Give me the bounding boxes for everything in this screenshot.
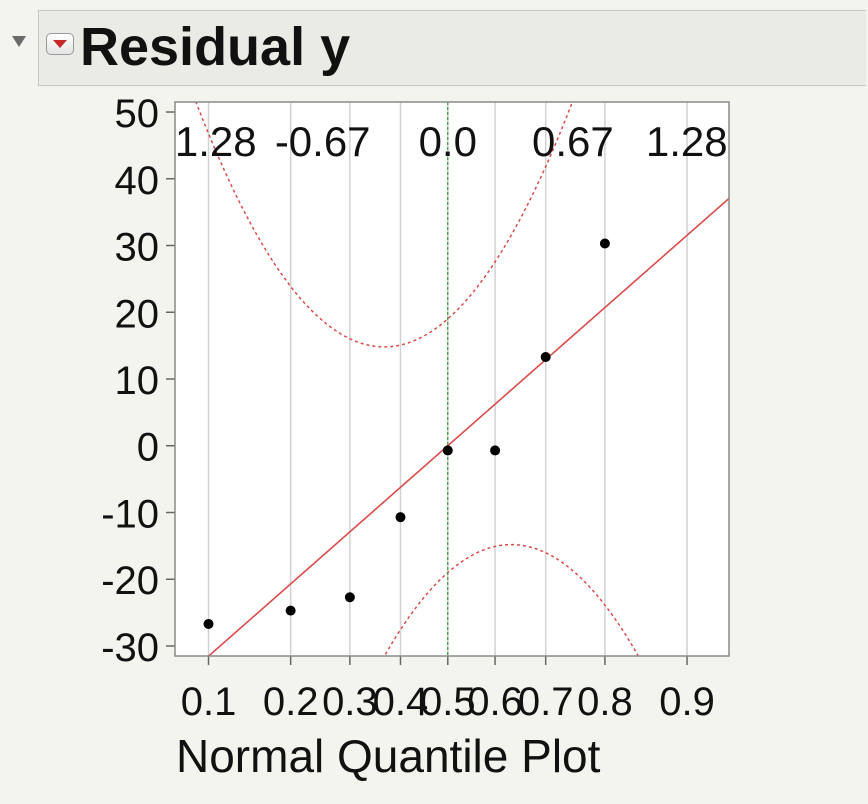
top-quantile-label: 0.0 <box>419 118 477 165</box>
x-tick-label: 0.2 <box>263 680 319 724</box>
data-point <box>344 592 355 603</box>
x-tick-label: 0.8 <box>577 680 633 724</box>
data-point <box>285 605 296 616</box>
x-tick-label: 0.5 <box>420 680 476 724</box>
x-tick-label: 0.7 <box>518 680 574 724</box>
x-axis: 0.1 0.2 0.30.40.50.60.7 0.8 0.9 <box>181 656 715 724</box>
top-quantile-label: 0.67 <box>532 118 614 165</box>
data-point <box>442 445 453 456</box>
lower-confidence-band <box>383 543 640 656</box>
data-point <box>395 512 406 523</box>
y-tick-label: -20 <box>101 559 159 603</box>
data-point <box>203 618 214 629</box>
y-tick-label: 20 <box>115 292 160 336</box>
report-header <box>38 10 866 86</box>
plot-border <box>174 101 730 657</box>
confidence-bands <box>195 102 640 656</box>
x-tick-label: 0.9 <box>659 680 715 724</box>
x-tick-label: 0.6 <box>467 680 523 724</box>
y-tick-label: 50 <box>115 92 160 136</box>
x-axis-title: Normal Quantile Plot <box>176 730 601 782</box>
top-quantile-label: -1.28 <box>161 118 257 165</box>
top-quantile-label: -0.67 <box>275 118 371 165</box>
disclosure-triangle-icon[interactable] <box>12 36 26 47</box>
y-tick-label: 30 <box>115 226 160 270</box>
grid-lines <box>207 102 688 656</box>
data-point <box>540 351 551 362</box>
data-point <box>599 238 610 249</box>
y-tick-label: 40 <box>115 159 160 203</box>
y-tick-label: -10 <box>101 492 159 536</box>
fit-line <box>207 197 729 656</box>
x-tick-label: 0.4 <box>373 680 429 724</box>
y-tick-label: -30 <box>101 626 159 670</box>
y-tick-label: 0 <box>137 426 159 470</box>
fit-line-group <box>207 197 729 656</box>
top-quantile-axis: -1.28 -0.67 0.0 0.67 1.28 <box>161 118 728 165</box>
report-title: Residual y <box>80 17 351 77</box>
x-tick-label: 0.1 <box>181 680 237 724</box>
y-tick-label: 10 <box>115 359 160 403</box>
y-axis: -30 -20 -10 0 10 20 30 40 50 <box>101 92 175 670</box>
data-points <box>203 238 610 629</box>
plot-frame <box>175 102 729 656</box>
red-triangle-menu-button[interactable] <box>46 33 74 55</box>
top-quantile-label: 1.28 <box>646 118 728 165</box>
data-point <box>490 445 501 456</box>
x-tick-label: 0.3 <box>322 680 378 724</box>
